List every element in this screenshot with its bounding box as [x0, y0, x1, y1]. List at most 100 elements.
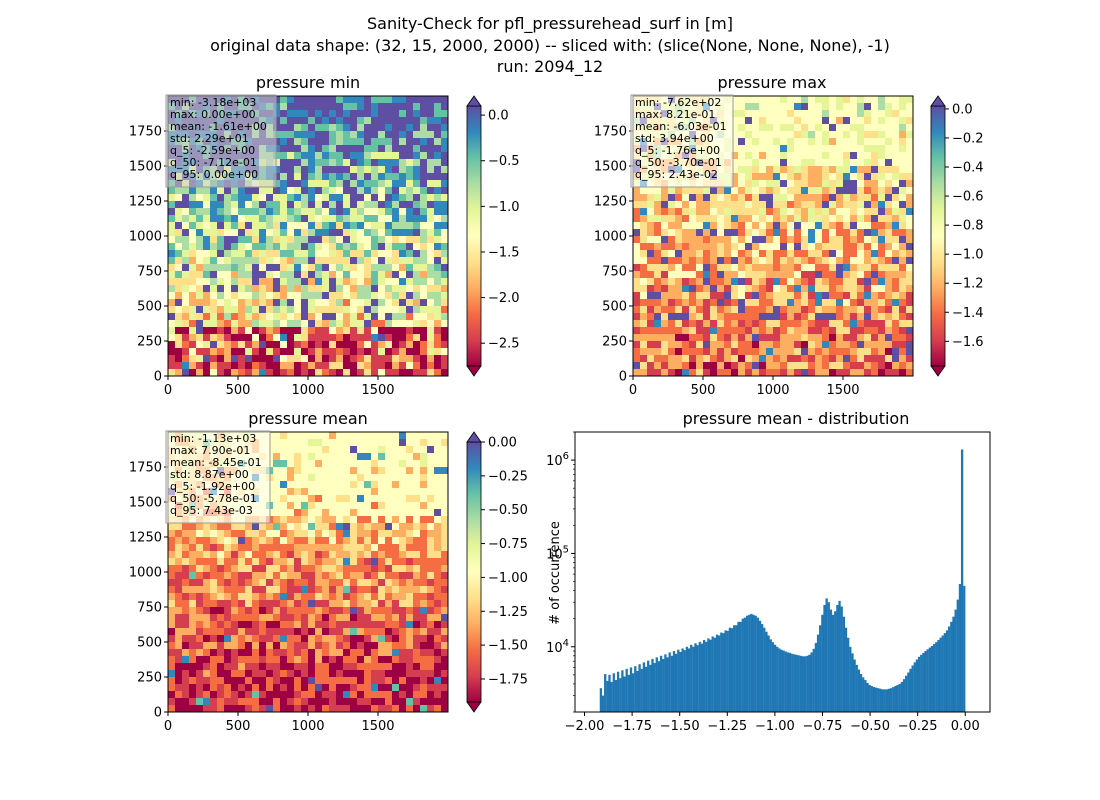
- heatmap-cell: [420, 488, 428, 496]
- heatmap-cell: [441, 698, 448, 706]
- heatmap-cell: [357, 607, 365, 615]
- heatmap-cell: [196, 530, 204, 538]
- heatmap-cell: [815, 362, 823, 370]
- heatmap-cell: [738, 306, 746, 314]
- heatmap-cell: [280, 264, 288, 272]
- heatmap-cell: [850, 327, 858, 335]
- heatmap-cell: [182, 593, 190, 601]
- heatmap-cell: [301, 663, 309, 671]
- heatmap-cell: [640, 299, 648, 307]
- heatmap-cell: [392, 607, 400, 615]
- heatmap-cell: [238, 698, 246, 706]
- heatmap-cell: [287, 180, 295, 188]
- heatmap-cell: [182, 187, 190, 195]
- heatmap-cell: [675, 362, 683, 370]
- y-tick-label: 1250: [129, 195, 162, 210]
- heatmap-cell: [343, 670, 351, 678]
- heatmap-cell: [343, 201, 351, 209]
- heatmap-cell: [696, 215, 704, 223]
- heatmap-cell: [343, 166, 351, 174]
- heatmap-cell: [322, 516, 330, 524]
- heatmap-cell: [196, 250, 204, 258]
- heatmap-cell: [710, 250, 718, 258]
- heatmap-cell: [287, 250, 295, 258]
- heatmap-cell: [350, 677, 358, 685]
- heatmap-cell: [224, 327, 232, 335]
- colorbar-tick-label: −0.5: [488, 154, 520, 169]
- heatmap-cell: [175, 691, 183, 699]
- heatmap-cell: [175, 677, 183, 685]
- heatmap-cell: [196, 334, 204, 342]
- heatmap-cell: [759, 222, 767, 230]
- heatmap-cell: [703, 285, 711, 293]
- heatmap-cell: [815, 299, 823, 307]
- heatmap-cell: [892, 355, 900, 363]
- heatmap-cell: [231, 691, 239, 699]
- x-tick-label: 1000: [756, 383, 789, 398]
- heatmap-cell: [773, 292, 781, 300]
- heatmap-cell: [252, 229, 260, 237]
- heatmap-cell: [308, 530, 316, 538]
- heatmap-cell: [252, 600, 260, 608]
- heatmap-cell: [787, 103, 795, 111]
- heatmap-cell: [773, 201, 781, 209]
- heatmap-cell: [731, 306, 739, 314]
- heatmap-cell: [343, 537, 351, 545]
- colorbar-tick-label: −0.8: [952, 219, 984, 234]
- heatmap-cell: [441, 306, 448, 314]
- heatmap-cell: [406, 467, 414, 475]
- heatmap-cell: [738, 341, 746, 349]
- heatmap-cell: [322, 306, 330, 314]
- heatmap-cell: [385, 488, 393, 496]
- heatmap-cell: [343, 110, 351, 118]
- heatmap-cell: [343, 523, 351, 531]
- heatmap-cell: [710, 320, 718, 328]
- heatmap-cell: [633, 341, 641, 349]
- heatmap-cell: [308, 292, 316, 300]
- heatmap-cell: [899, 117, 907, 125]
- heatmap-cell: [168, 271, 176, 279]
- heatmap-cell: [252, 656, 260, 664]
- heatmap-cell: [864, 250, 872, 258]
- heatmap-cell: [385, 565, 393, 573]
- heatmap-cell: [175, 684, 183, 692]
- heatmap-cell: [850, 271, 858, 279]
- heatmap-cell: [892, 278, 900, 286]
- x-tick-label: 500: [226, 383, 251, 398]
- heatmap-cell: [434, 642, 442, 650]
- heatmap-cell: [703, 222, 711, 230]
- heatmap-cell: [738, 222, 746, 230]
- heatmap-cell: [759, 341, 767, 349]
- heatmap-cell: [427, 572, 435, 580]
- heatmap-cell: [238, 600, 246, 608]
- heatmap-cell: [350, 313, 358, 321]
- heatmap-cell: [752, 313, 760, 321]
- heatmap-cell: [703, 341, 711, 349]
- heatmap-cell: [301, 495, 309, 503]
- heatmap-cell: [196, 306, 204, 314]
- heatmap-cell: [434, 271, 442, 279]
- heatmap-cell: [168, 607, 176, 615]
- heatmap-cell: [308, 299, 316, 307]
- heatmap-cell: [871, 229, 879, 237]
- heatmap-cell: [175, 313, 183, 321]
- heatmap-cell: [336, 96, 344, 104]
- heatmap-cell: [434, 474, 442, 482]
- heatmap-cell: [822, 320, 830, 328]
- heatmap-cell: [892, 110, 900, 118]
- heatmap-cell: [780, 285, 788, 293]
- heatmap-cell: [738, 229, 746, 237]
- heatmap-cell: [350, 586, 358, 594]
- heatmap-cell: [766, 292, 774, 300]
- heatmap-cell: [829, 124, 837, 132]
- heatmap-cell: [259, 292, 267, 300]
- heatmap-cell: [731, 257, 739, 265]
- heatmap-cell: [794, 320, 802, 328]
- heatmap-cell: [322, 362, 330, 370]
- heatmap-cell: [231, 593, 239, 601]
- heatmap-cell: [752, 355, 760, 363]
- heatmap-cell: [899, 194, 907, 202]
- heatmap-cell: [399, 586, 407, 594]
- heatmap-cell: [822, 355, 830, 363]
- heatmap-cell: [647, 362, 655, 370]
